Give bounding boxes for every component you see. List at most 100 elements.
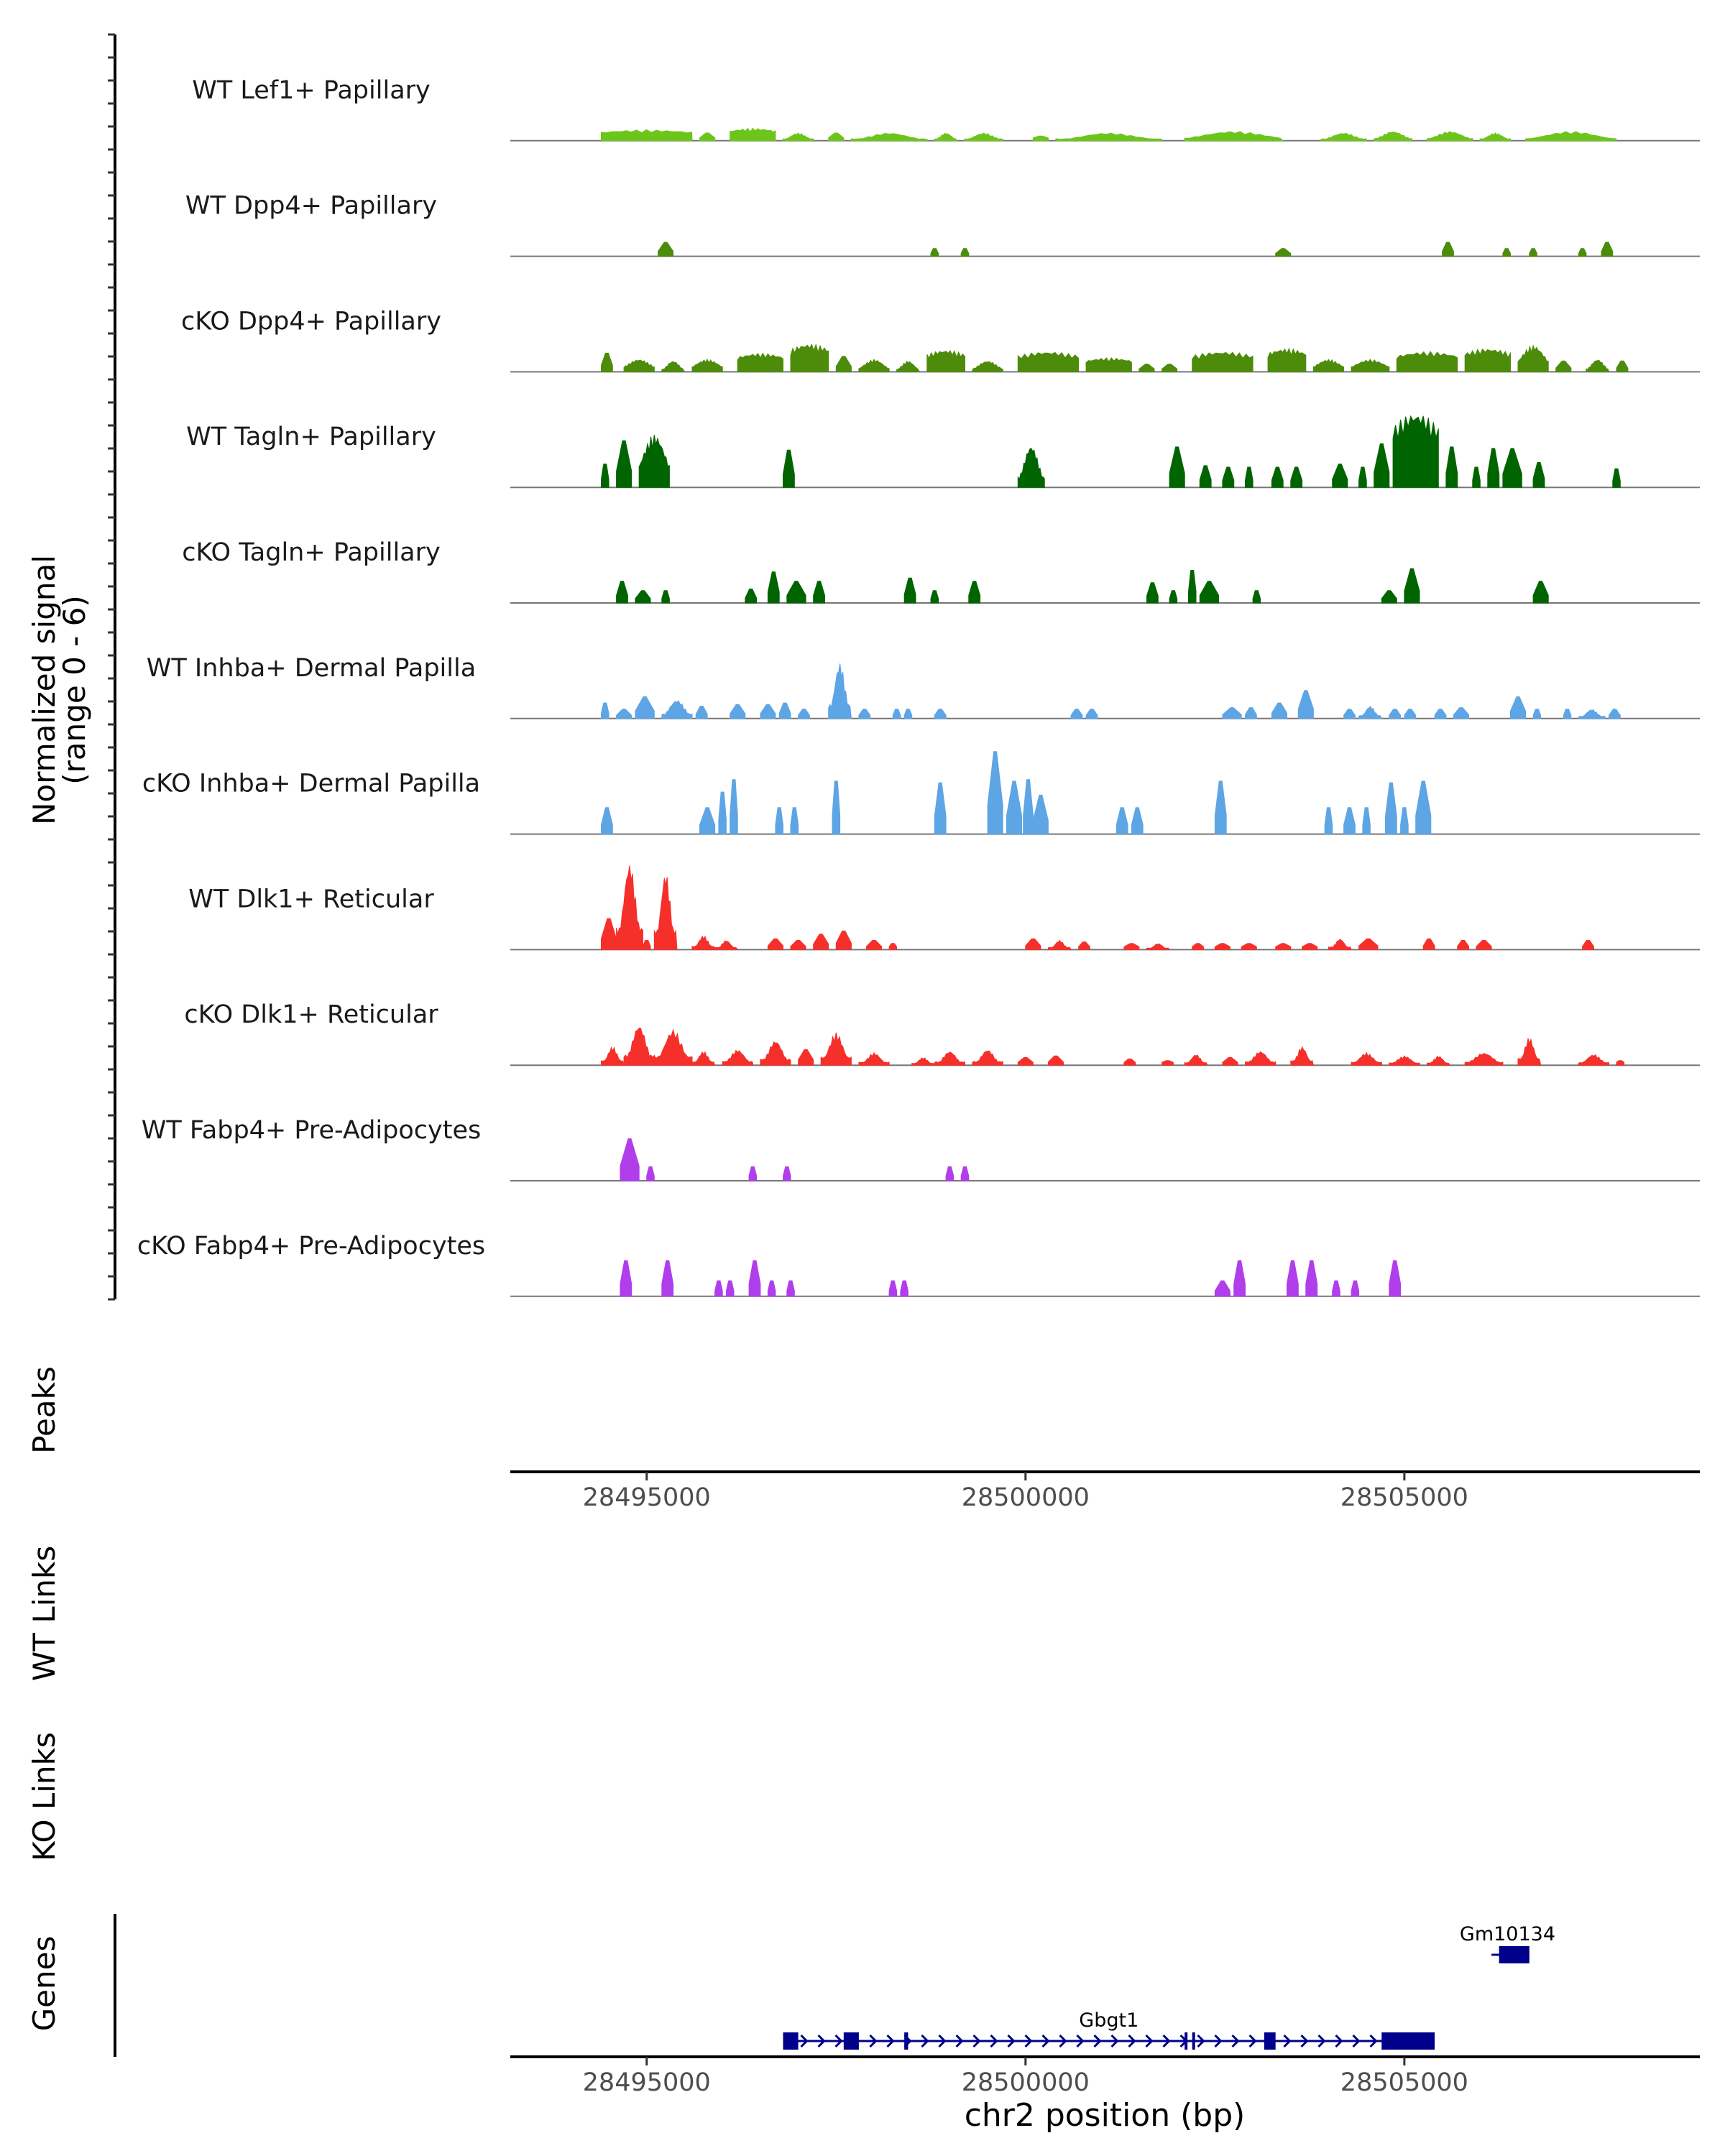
gene-gbgt1: Gbgt1 (783, 2009, 1435, 2050)
track-wt-inhba-dermal-papilla (510, 663, 1700, 719)
coverage-peak (767, 938, 783, 950)
strand-arrow (955, 2034, 964, 2048)
strand-arrow (1162, 2034, 1171, 2048)
coverage-peak (1192, 351, 1254, 372)
coverage-peak (1358, 706, 1383, 719)
coverage-peak (699, 132, 716, 142)
coverage-peak (1434, 709, 1447, 719)
coverage-peak (1510, 696, 1526, 719)
coverage-peak (1422, 938, 1435, 950)
track-cko-fabp4-pre-adipocytes (510, 1260, 1700, 1297)
coverage-peak (1006, 780, 1022, 835)
coverage-peak (601, 702, 610, 719)
coverage-peak (725, 1280, 735, 1297)
coverage-peak (1392, 415, 1439, 488)
coverage-peak (783, 132, 814, 142)
coverage-peak (1025, 938, 1041, 950)
coverage-peak (730, 127, 776, 142)
genes-x-tick-label: 28495000 (583, 2068, 711, 2097)
coverage-peak (730, 779, 738, 835)
coverage-peak (835, 930, 852, 950)
coverage-peak (790, 343, 829, 372)
coverage-peak (691, 359, 723, 372)
coverage-peak (892, 709, 901, 719)
coverage-peak (1222, 707, 1242, 719)
coverage-peak (930, 248, 939, 257)
coverage-peak (1199, 465, 1212, 488)
coverage-peak (767, 1280, 776, 1297)
coverage-peak (661, 700, 693, 719)
strand-arrow (817, 2034, 826, 2048)
coverage-peak (1517, 1038, 1542, 1066)
coverage-peak (718, 791, 727, 835)
coverage-peak (798, 1049, 814, 1066)
strand-arrow (921, 2034, 929, 2048)
track-cko-dpp4-papillary (510, 343, 1700, 373)
coverage-peak (813, 934, 829, 950)
track-wt-tagln-papillary (510, 415, 1700, 489)
strand-arrow (1007, 2034, 1016, 2048)
coverage-peak (748, 1260, 761, 1297)
coverage-peak (1358, 938, 1379, 950)
coverage-peak (1184, 131, 1284, 142)
coverage-peak (828, 663, 852, 719)
coverage-peak (1085, 357, 1132, 372)
track-label-wt-dlk1-reticular: WT Dlk1+ Reticular (188, 885, 434, 913)
gene-exon (1499, 1946, 1530, 1963)
coverage-peak (653, 877, 678, 950)
track-label-wt-fabp4-pre-adipocytes: WT Fabp4+ Pre-Adipocytes (142, 1116, 481, 1145)
lower-panel-titles: Peaks WT Links KO Links Genes (27, 1366, 62, 2031)
coverage-peak (661, 361, 686, 372)
strand-arrow (1283, 2034, 1292, 2048)
coverage-peak (813, 581, 825, 604)
coverage-peak (1032, 135, 1049, 142)
strand-arrow (1300, 2034, 1309, 2048)
strand-arrow (990, 2034, 998, 2048)
strand-arrow (938, 2034, 947, 2048)
coverage-peak (1616, 360, 1629, 372)
coverage-peak (1245, 466, 1254, 488)
coverage-peak (934, 132, 958, 142)
coverage-peak (798, 709, 810, 719)
coverage-peak (930, 590, 939, 604)
coverage-peak (1415, 780, 1432, 835)
coverage-peak (1290, 1046, 1315, 1066)
strand-arrow (1145, 2034, 1154, 2048)
strand-arrow (1076, 2034, 1085, 2048)
strand-arrow (1352, 2034, 1361, 2048)
coverage-peak (1487, 448, 1500, 488)
coverage-peak (601, 464, 610, 488)
track-cko-tagln-papillary (510, 568, 1700, 604)
coverage-peak (1146, 943, 1171, 950)
coverage-peak (1351, 1051, 1382, 1066)
coverage-peak (972, 361, 1003, 372)
peaks-x-tick-label: 28505000 (1340, 1483, 1468, 1512)
track-wt-dpp4-papillary (510, 241, 1700, 257)
coverage-peak (1445, 446, 1458, 488)
coverage-peak (1252, 590, 1261, 604)
coverage-peak (601, 352, 613, 372)
coverage-peak (1214, 1280, 1230, 1297)
coverage-peak (635, 696, 655, 719)
track-label-wt-dpp4-papillary: WT Dpp4+ Papillary (185, 192, 437, 221)
coverage-peak (748, 1166, 758, 1181)
coverage-peak (775, 807, 783, 835)
gene-exon (1381, 2032, 1435, 2050)
gene-label: Gbgt1 (1079, 2009, 1138, 2032)
coverage-peak (786, 1280, 795, 1297)
coverage-peak (790, 807, 799, 835)
coverage-peak (1582, 939, 1594, 950)
coverage-peak (865, 939, 882, 950)
coverage-peak (1555, 360, 1572, 372)
coverage-peak (965, 132, 1003, 142)
coverage-peak (1457, 939, 1469, 950)
coverage-peak (1032, 794, 1049, 835)
coverage-peak (1047, 939, 1072, 950)
coverage-peak (1532, 709, 1542, 719)
coverage-peak (1275, 248, 1292, 257)
strand-arrow (1369, 2034, 1378, 2048)
coverage-peak (1146, 582, 1159, 604)
coverage-peak (1017, 351, 1080, 372)
coverage-peak (1442, 241, 1454, 257)
coverage-peak (1116, 807, 1128, 835)
